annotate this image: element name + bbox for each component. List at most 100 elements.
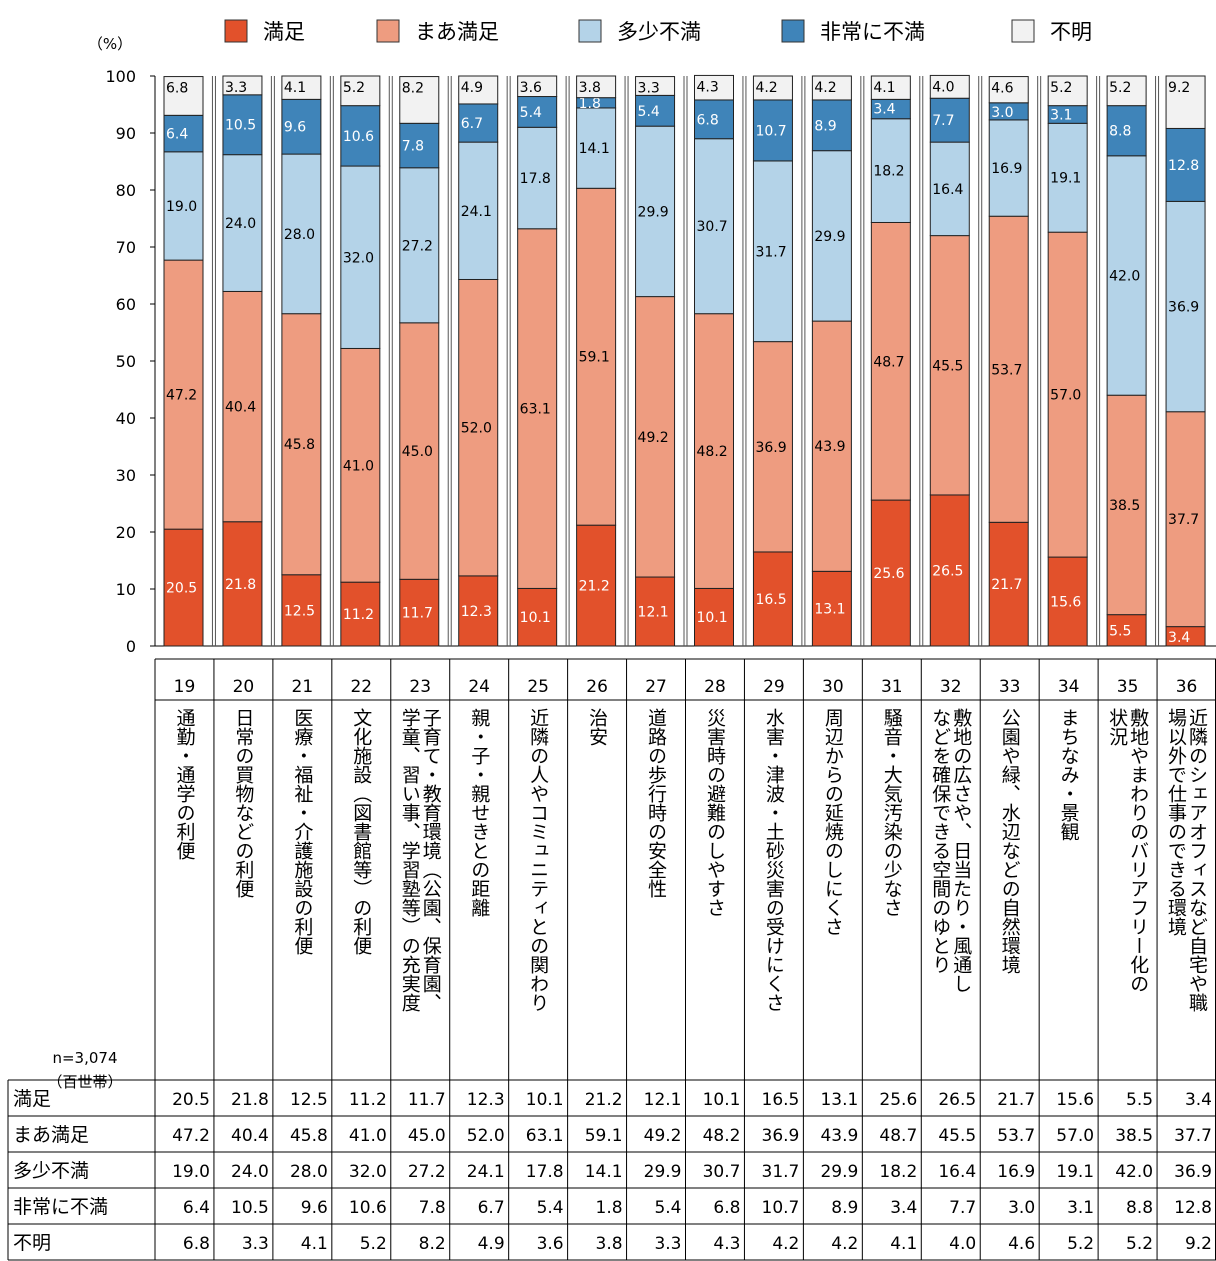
bar-segment [222, 75, 263, 96]
category-number: 29 [763, 677, 785, 697]
bar-value-label: 49.2 [638, 430, 669, 446]
data-table-cell: 48.7 [879, 1126, 917, 1146]
bar-value-label: 42.0 [1109, 269, 1140, 285]
data-table-cell: 5.2 [1126, 1234, 1153, 1254]
bar-value-label: 24.0 [225, 216, 256, 232]
bar-value-label: 47.2 [166, 388, 197, 404]
bar-segment [694, 138, 734, 315]
bar-segment [694, 313, 734, 589]
bar-segment [1047, 556, 1088, 647]
category-name: 医療・福祉・介護施設の利便 [291, 708, 313, 955]
legend-swatch [376, 19, 400, 43]
bar-value-label: 17.8 [520, 171, 551, 187]
bar-value-label: 25.6 [873, 566, 904, 582]
bar-segment [340, 75, 381, 107]
data-table-cell: 27.2 [408, 1162, 446, 1182]
bar-segment [163, 76, 204, 116]
category-name: 通勤・通学の利便 [173, 708, 195, 860]
y-unit-label: （%） [88, 35, 132, 53]
bar-value-label: 3.8 [579, 80, 601, 96]
data-table-cell: 32.0 [349, 1162, 387, 1182]
bar-value-label: 24.1 [461, 204, 492, 220]
bar-value-label: 9.2 [1168, 80, 1190, 96]
data-table-cell: 4.0 [949, 1234, 976, 1254]
data-table-cell: 8.2 [419, 1234, 446, 1254]
bar-segment [635, 76, 676, 96]
bar-segment [222, 154, 263, 292]
data-table-cell: 14.1 [585, 1162, 623, 1182]
data-table-cell: 37.7 [1174, 1126, 1212, 1146]
data-table-row-label: 非常に不満 [13, 1196, 108, 1218]
data-table-cell: 12.1 [644, 1090, 682, 1110]
bar-value-label: 6.8 [166, 81, 188, 97]
data-table-cell: 36.9 [1174, 1162, 1212, 1182]
bar-segment [1047, 122, 1088, 233]
bar-value-label: 16.5 [755, 592, 786, 608]
category-number: 28 [704, 677, 726, 697]
bar-value-label: 26.5 [932, 563, 963, 579]
bar-value-label: 43.9 [814, 439, 845, 455]
bar-value-label: 3.3 [225, 80, 247, 96]
bar-value-label: 53.7 [991, 362, 1022, 378]
bar-value-label: 31.7 [755, 244, 786, 260]
data-table-cell: 36.9 [762, 1126, 800, 1146]
bar-segment [163, 528, 204, 647]
bar-segment [281, 98, 322, 155]
data-table-cell: 41.0 [349, 1126, 387, 1146]
data-table-cell: 10.1 [703, 1090, 741, 1110]
data-table-cell: 3.3 [654, 1234, 681, 1254]
category-number: 23 [409, 677, 431, 697]
bar-segment [811, 320, 852, 572]
bar-value-label: 4.0 [932, 79, 954, 95]
bar-segment [1106, 75, 1147, 107]
bar-value-label: 36.9 [1168, 300, 1199, 316]
data-table-cell: 12.3 [467, 1090, 505, 1110]
category-name: 騒音・大気汚染の少なさ [881, 708, 903, 917]
data-table-cell: 52.0 [467, 1126, 505, 1146]
data-table-cell: 9.6 [301, 1198, 328, 1218]
data-table-row-label: 満足 [13, 1088, 51, 1110]
bar-value-label: 12.5 [284, 603, 315, 619]
data-table-row-label: まあ満足 [13, 1124, 89, 1146]
bar-segment [870, 118, 911, 223]
legend-label: 非常に不満 [820, 20, 925, 44]
bar-segment [222, 94, 263, 156]
category-number: 33 [999, 677, 1021, 697]
bar-segment [1106, 105, 1147, 157]
bar-value-label: 8.2 [402, 81, 424, 97]
bar-value-label: 4.9 [461, 80, 483, 96]
bar-value-label: 10.5 [225, 118, 256, 134]
bar-value-label: 8.9 [814, 118, 836, 134]
bar-value-label: 10.6 [343, 129, 374, 145]
category-name: 水害・津波・土砂災害の受けにくさ [763, 708, 785, 1012]
bar-segment [576, 107, 617, 189]
bar-value-label: 40.4 [225, 400, 256, 416]
bar-value-label: 13.1 [814, 602, 845, 618]
bar-value-label: 4.1 [284, 80, 306, 96]
bar-value-label: 4.3 [697, 79, 719, 95]
category-number: 35 [1117, 677, 1139, 697]
category-name: 状況 [1106, 708, 1128, 746]
bar-segment [576, 524, 617, 647]
data-table-cell: 3.1 [1067, 1198, 1094, 1218]
bar-value-label: 15.6 [1050, 595, 1081, 611]
legend-swatch [781, 19, 805, 43]
data-table-cell: 8.8 [1126, 1198, 1153, 1218]
bar-segment [399, 578, 440, 647]
bar-value-label: 14.1 [579, 141, 610, 157]
bar-value-label: 30.7 [697, 219, 728, 235]
bar-value-label: 3.4 [873, 101, 895, 117]
legend-swatch [1011, 19, 1035, 43]
bar-value-label: 48.2 [697, 444, 728, 460]
bar-value-label: 7.7 [932, 113, 954, 129]
data-table-cell: 1.8 [596, 1198, 623, 1218]
data-table-cell: 15.6 [1056, 1090, 1094, 1110]
bar-segment [222, 521, 263, 647]
data-table-cell: 19.1 [1056, 1162, 1094, 1182]
bar-segment [1165, 411, 1206, 628]
bar-value-label: 11.7 [402, 606, 433, 622]
bar-segment [988, 215, 1029, 523]
data-table: 満足 20.5 21.8 12.5 11.2 11.7 12.3 10.1 21.2 12.1 10… [7, 1079, 1216, 1261]
bar-value-label: 8.8 [1109, 124, 1131, 140]
category-name: 文化施設（図書館等）の利便 [350, 708, 372, 955]
